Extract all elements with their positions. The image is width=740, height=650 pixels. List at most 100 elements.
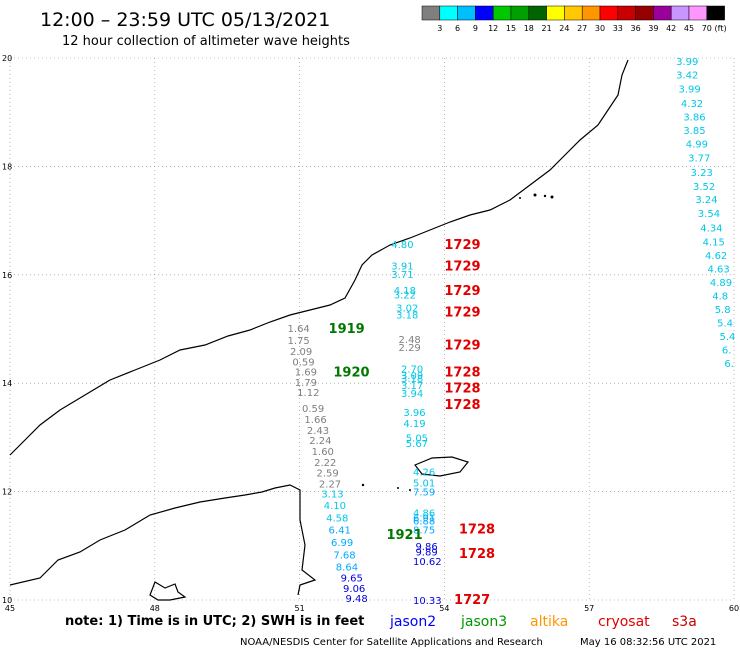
scale-swatch: [510, 5, 530, 21]
scale-label: 30: [595, 24, 605, 33]
scale-label: 33: [613, 24, 623, 33]
wave-height-value: 3.86: [683, 113, 705, 124]
track-label: 1728: [444, 382, 480, 397]
wave-height-value: 7.68: [333, 551, 355, 562]
chart-title: 12:00 – 23:59 UTC 05/13/2021: [40, 9, 330, 31]
scale-label: 3: [437, 24, 442, 33]
wave-height-value: 3.71: [391, 270, 413, 281]
scale-label: 42: [666, 24, 676, 33]
wave-height-value: 4.34: [700, 224, 722, 235]
wave-height-value: 3.24: [695, 195, 717, 206]
wave-height-value: 5.4: [720, 332, 736, 343]
y-tick-label: 14: [2, 379, 12, 388]
wave-height-value: 4.62: [705, 251, 727, 262]
wave-height-value: 3.09: [401, 371, 423, 382]
wave-height-value: 4.63: [707, 264, 729, 275]
wave-height-value: 2.48: [399, 335, 421, 346]
scale-swatch: [457, 5, 476, 21]
wave-height-value: 3.94: [401, 389, 423, 400]
scale-swatch: [492, 5, 512, 21]
wave-height-value: 1.66: [304, 415, 326, 426]
wave-height-value: 2.43: [307, 426, 329, 437]
wave-height-value: 1.69: [295, 367, 317, 378]
coastline-arabia: [9, 484, 317, 596]
wave-height-value: 9.65: [341, 573, 363, 584]
plot-frame: [10, 58, 734, 600]
legend-item-jason3: jason3: [460, 614, 507, 630]
wave-height-value: 1.79: [295, 378, 317, 389]
wave-height-value: 6.: [722, 346, 732, 357]
scale-swatch: [421, 5, 441, 21]
track-label: 1919: [329, 322, 365, 337]
wave-height-value: 1.12: [297, 388, 319, 399]
y-tick-label: 18: [2, 162, 12, 171]
coastline: [9, 59, 629, 601]
wave-height-value: 3.13: [321, 489, 343, 500]
scale-swatch: [653, 5, 672, 21]
scale-swatch: [546, 5, 565, 21]
wave-height-value: 9.86: [415, 542, 437, 553]
wave-height-value: 6.91: [413, 514, 435, 525]
wave-height-value: 4.99: [686, 140, 708, 151]
wave-height-value: 2.27: [319, 480, 341, 491]
x-tick-label: 60: [729, 604, 739, 613]
scale-swatch: [475, 5, 494, 21]
wave-height-value: 6.99: [331, 538, 353, 549]
wave-height-value: 2.09: [290, 347, 312, 358]
scale-label: 15: [506, 24, 516, 33]
wave-height-value: 5.4: [717, 319, 733, 330]
y-axis-ticks: 20 18 16 14 12 10: [2, 54, 12, 605]
wave-height-value: 3.99: [678, 84, 700, 95]
legend-item-s3a: s3a: [672, 614, 697, 630]
x-tick-label: 48: [150, 604, 160, 613]
y-tick-label: 12: [2, 488, 12, 497]
wave-height-value: 2.59: [316, 469, 338, 480]
x-tick-label: 45: [5, 604, 15, 613]
legend-item-jason2: jason2: [389, 614, 436, 630]
satellite-legend: jason2 jason3 altika cryosat s3a: [389, 614, 697, 630]
scale-swatch: [599, 5, 619, 21]
wave-height-values: 1.641.752.090.591.691.791.120.591.662.43…: [288, 57, 736, 607]
wave-height-value: 6.41: [329, 526, 351, 537]
wave-height-value: 3.77: [688, 153, 710, 164]
scale-swatch: [617, 5, 636, 21]
x-tick-label: 51: [295, 604, 305, 613]
wave-height-value: 3.17: [401, 381, 423, 392]
wave-height-value: 3.99: [676, 57, 698, 68]
wave-height-value: 3.85: [683, 126, 705, 137]
scale-swatch: [688, 5, 708, 21]
track-label: 1729: [444, 238, 480, 253]
track-label: 1728: [444, 365, 480, 380]
footer-timestamp: May 16 08:32:56 UTC 2021: [580, 637, 716, 648]
wave-height-value: 3.02: [396, 303, 418, 314]
wave-height-value: 4.15: [703, 237, 725, 248]
track-label: 1729: [444, 284, 480, 299]
scale-swatch: [439, 5, 458, 21]
scale-label: 18: [524, 24, 534, 33]
scale-swatch: [635, 5, 654, 21]
wave-height-value: 9.89: [415, 547, 437, 558]
y-tick-label: 10: [2, 596, 12, 605]
scale-swatch: [564, 5, 583, 21]
scale-label: 9: [473, 24, 478, 33]
scale-label: 45: [684, 24, 694, 33]
wave-height-value: 1.64: [288, 324, 310, 335]
wave-height-value: 8.75: [413, 526, 435, 537]
wave-height-value: 3.54: [698, 209, 720, 220]
chart-subtitle: 12 hour collection of altimeter wave hei…: [62, 34, 350, 49]
grid-lines: [9, 57, 735, 601]
track-label: 1921: [386, 528, 422, 543]
wave-height-value: 4.32: [681, 99, 703, 110]
wave-height-value: 6.88: [413, 516, 435, 527]
wave-height-value: 3.42: [676, 70, 698, 81]
track-label: 1727: [454, 593, 490, 608]
track-label: 1729: [444, 306, 480, 321]
satellite-track-labels: 1919192019211729172917291729172917281728…: [329, 238, 496, 608]
small-islands: [361, 193, 554, 491]
y-tick-label: 16: [2, 271, 12, 280]
scale-label: 70: [702, 24, 712, 33]
scale-label: 12: [488, 24, 498, 33]
scale-label: 6: [455, 24, 460, 33]
scale-label: 27: [577, 24, 587, 33]
wave-height-value: 4.86: [413, 508, 435, 519]
